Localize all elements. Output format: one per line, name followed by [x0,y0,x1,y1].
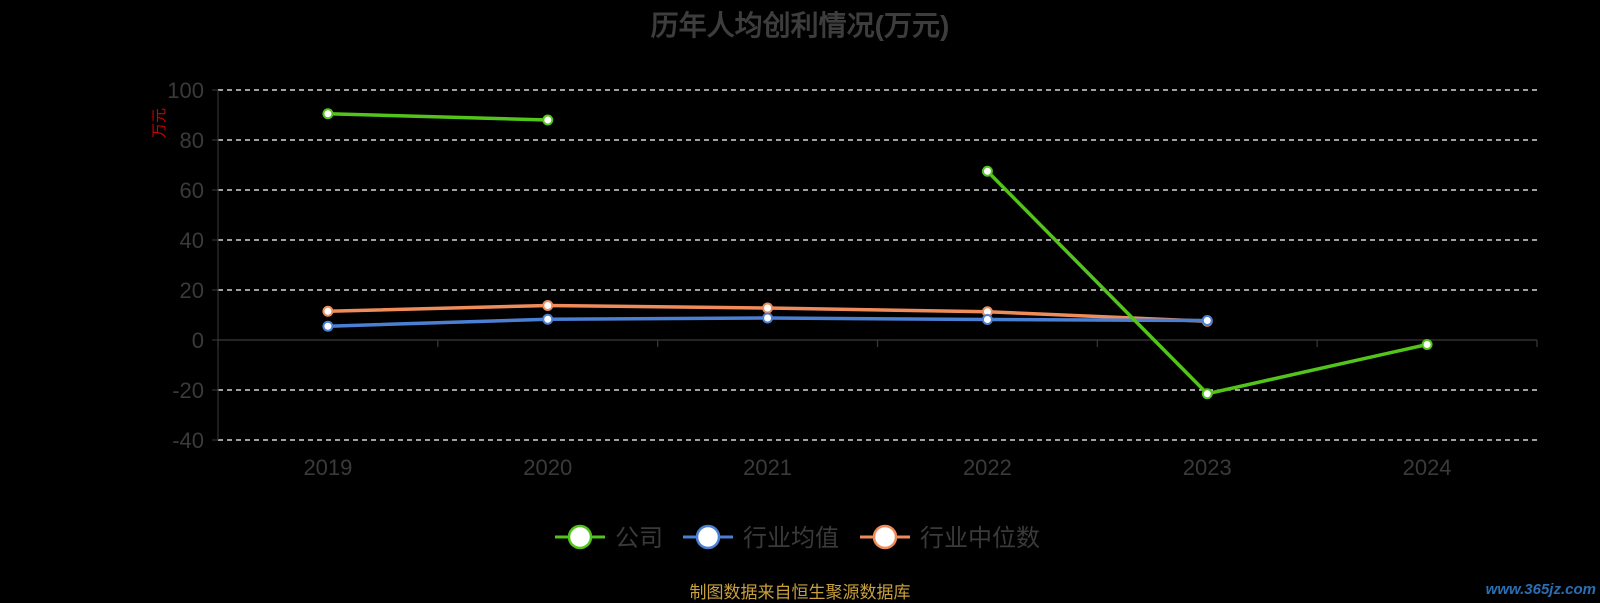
grid-layer [218,89,1537,441]
x-tick-label: 2021 [743,455,792,480]
legend-item: 行业中位数 [860,524,1040,552]
series-line [985,169,1429,396]
watermark: www.365jz.com [1485,581,1596,598]
x-tick-label: 2019 [303,455,352,480]
data-source-note: 制图数据来自恒生聚源数据库 [689,583,911,602]
data-point [762,302,774,314]
legend-label: 行业中位数 [920,524,1040,552]
legend-label: 公司 [615,524,663,552]
data-point [542,300,554,311]
series-1 [322,312,1213,332]
data-point [981,165,993,177]
axis-layer: 100 80 60 40 20 0 -20 -40 2019 2020 2021 2022 2023 20… [150,78,1538,480]
data-point [322,108,334,120]
legend: 公司 行业均值 行业中位数 [555,524,1040,552]
y-axis-label: 万元 [150,108,168,138]
chart-title: 历年人均创利情况(万元) [650,10,950,41]
x-tick-label: 2022 [963,455,1012,480]
x-tick-label: 2023 [1183,455,1232,480]
data-point [762,312,774,324]
y-tick-label: 80 [180,128,204,153]
legend-item: 行业均值 [683,524,839,552]
y-tick-label: 20 [180,278,204,303]
y-tick-label: 0 [192,328,204,353]
data-point [542,114,554,126]
y-tick-label: -40 [172,428,204,453]
data-point [322,320,334,332]
series-layer [322,108,1433,400]
legend-marker [695,524,721,550]
legend-marker [872,524,898,550]
y-tick-label: 40 [180,228,204,253]
y-tick-label: 100 [167,78,204,103]
y-tick-label: 60 [180,178,204,203]
y-tick-label: -20 [172,378,204,403]
data-point [1201,315,1213,326]
series-line [326,112,550,122]
legend-marker [567,524,593,550]
data-point [981,314,993,325]
data-point [1421,339,1433,350]
data-point [322,305,334,317]
legend-item: 公司 [555,524,663,552]
data-point [1201,388,1213,400]
x-tick-label: 2020 [523,455,572,480]
data-point [542,313,554,325]
legend-label: 行业均值 [743,524,839,552]
x-tick-label: 2024 [1403,455,1452,480]
series-0 [322,108,1433,400]
